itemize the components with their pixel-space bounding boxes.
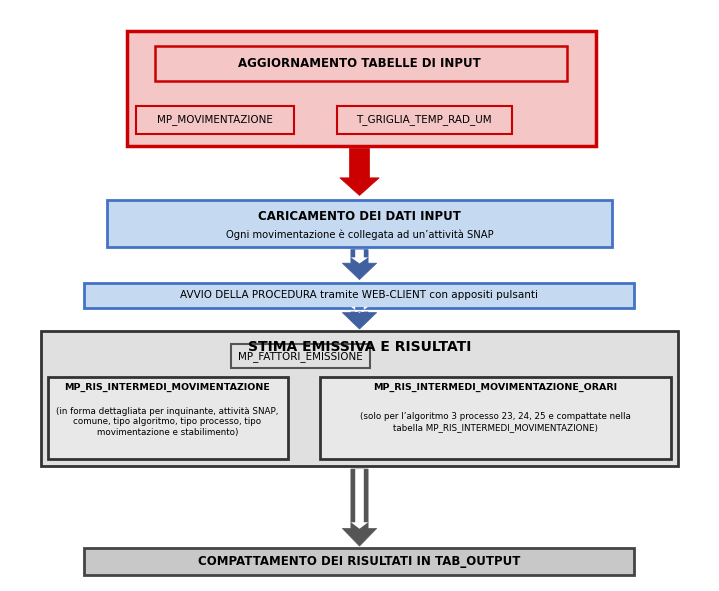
Text: COMPATTAMENTO DEI RISULTATI IN TAB_OUTPUT: COMPATTAMENTO DEI RISULTATI IN TAB_OUTPU…: [198, 556, 521, 569]
Polygon shape: [351, 469, 368, 529]
FancyBboxPatch shape: [231, 345, 370, 368]
Text: Ogni movimentazione è collegata ad un’attività SNAP: Ogni movimentazione è collegata ad un’at…: [226, 230, 493, 240]
Text: MP_MOVIMENTAZIONE: MP_MOVIMENTAZIONE: [157, 114, 273, 125]
Text: CARICAMENTO DEI DATI INPUT: CARICAMENTO DEI DATI INPUT: [258, 210, 461, 223]
Text: T_GRIGLIA_TEMP_RAD_UM: T_GRIGLIA_TEMP_RAD_UM: [356, 114, 492, 125]
FancyBboxPatch shape: [136, 106, 293, 134]
FancyBboxPatch shape: [83, 548, 634, 575]
Text: AVVIO DELLA PROCEDURA tramite WEB-CLIENT con appositi pulsanti: AVVIO DELLA PROCEDURA tramite WEB-CLIENT…: [180, 291, 539, 300]
FancyBboxPatch shape: [107, 200, 612, 246]
Polygon shape: [342, 249, 377, 280]
Text: AGGIORNAMENTO TABELLE DI INPUT: AGGIORNAMENTO TABELLE DI INPUT: [238, 57, 481, 70]
Text: (solo per l’algoritmo 3 processo 23, 24, 25 e compattate nella
tabella MP_RIS_IN: (solo per l’algoritmo 3 processo 23, 24,…: [360, 413, 631, 431]
Polygon shape: [342, 312, 377, 329]
Polygon shape: [340, 148, 379, 196]
Text: MP_FATTORI_EMISSIONE: MP_FATTORI_EMISSIONE: [238, 350, 363, 362]
Text: MP_RIS_INTERMEDI_MOVIMENTAZIONE_ORARI: MP_RIS_INTERMEDI_MOVIMENTAZIONE_ORARI: [373, 383, 618, 392]
Text: MP_RIS_INTERMEDI_MOVIMENTAZIONE: MP_RIS_INTERMEDI_MOVIMENTAZIONE: [65, 383, 270, 392]
FancyBboxPatch shape: [83, 282, 634, 309]
Text: (in forma dettagliata per inquinante, attività SNAP,
comune, tipo algoritmo, tip: (in forma dettagliata per inquinante, at…: [56, 407, 279, 437]
Polygon shape: [351, 249, 368, 264]
FancyBboxPatch shape: [320, 376, 671, 459]
FancyBboxPatch shape: [48, 376, 288, 459]
Text: STIMA EMISSIVA E RISULTATI: STIMA EMISSIVA E RISULTATI: [248, 340, 471, 354]
FancyBboxPatch shape: [127, 31, 596, 145]
FancyBboxPatch shape: [155, 46, 567, 81]
FancyBboxPatch shape: [336, 106, 512, 134]
Polygon shape: [342, 469, 377, 546]
FancyBboxPatch shape: [41, 331, 678, 466]
Polygon shape: [351, 307, 368, 313]
